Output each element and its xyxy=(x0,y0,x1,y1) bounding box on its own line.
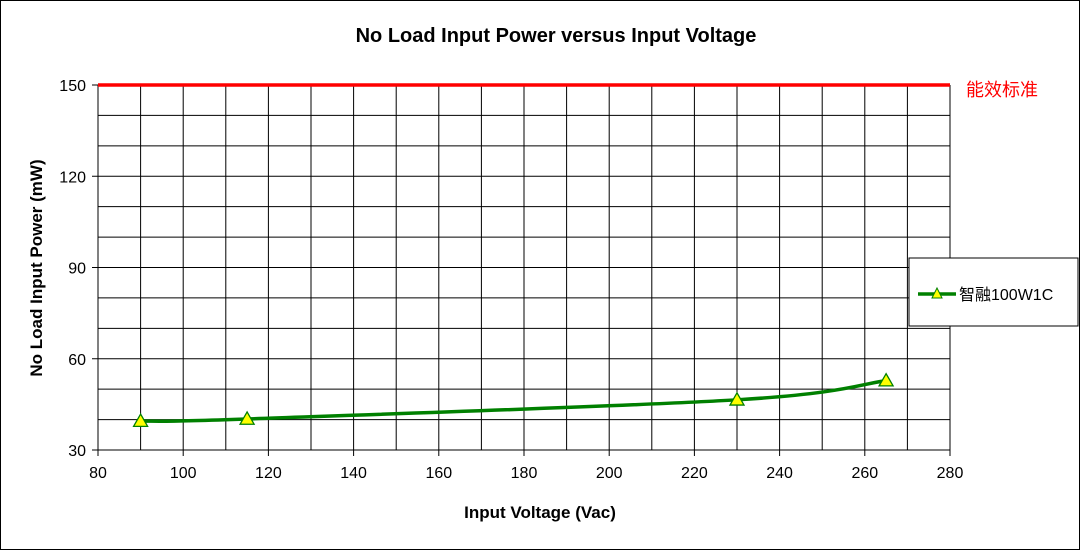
reference-line-label: 能效标准 xyxy=(966,80,1038,100)
x-tick-label: 260 xyxy=(851,465,878,482)
data-point-marker xyxy=(877,372,895,387)
x-tick-label: 240 xyxy=(766,465,793,482)
x-tick-label: 200 xyxy=(596,465,623,482)
y-tick-label: 30 xyxy=(68,443,86,460)
y-tick-label: 90 xyxy=(68,261,86,278)
x-tick-label: 160 xyxy=(425,465,452,482)
x-tick-label: 180 xyxy=(511,465,538,482)
x-tick-label: 80 xyxy=(89,465,107,482)
legend-marker-swatch xyxy=(931,286,943,299)
y-tick-label: 150 xyxy=(59,78,86,95)
reference-line-group: 能效标准 xyxy=(98,80,1038,100)
y-tick-label: 120 xyxy=(59,169,86,186)
x-tick-label: 100 xyxy=(170,465,197,482)
grid xyxy=(92,84,951,456)
x-tick-label: 280 xyxy=(937,465,964,482)
series-group xyxy=(132,372,895,428)
data-point-marker xyxy=(728,391,746,406)
x-tick-label: 220 xyxy=(681,465,708,482)
x-tick-label: 120 xyxy=(255,465,282,482)
legend: 智融100W1C xyxy=(908,257,1079,327)
y-tick-label: 60 xyxy=(68,352,86,369)
tick-labels: 80 100 120 140 160 180 200 220 240 260 280 30 60 90 12… xyxy=(59,78,963,482)
x-axis-label: Input Voltage (Vac) xyxy=(464,503,616,522)
series-line xyxy=(140,378,887,423)
x-tick-label: 140 xyxy=(340,465,367,482)
data-point-marker xyxy=(238,410,256,425)
y-axis-label: No Load Input Power (mW) xyxy=(27,159,46,376)
chart-title: No Load Input Power versus Input Voltage xyxy=(356,25,757,47)
legend-series-label: 智融100W1C xyxy=(959,286,1053,304)
data-point-marker xyxy=(132,412,149,428)
